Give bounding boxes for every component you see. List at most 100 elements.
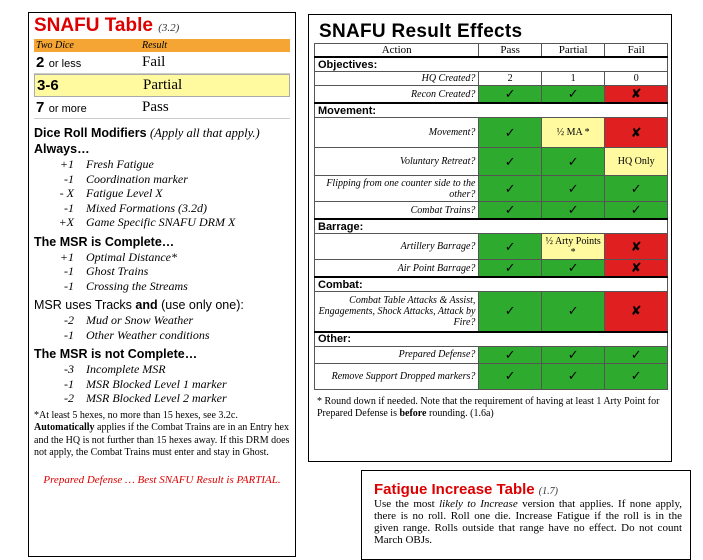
table-row: 3-6 Partial (34, 74, 290, 97)
result-cell: ✓ (478, 259, 542, 278)
list-item: -1 MSR Blocked Level 1 marker (34, 377, 290, 392)
modifier-label: MSR Blocked Level 1 marker (86, 376, 227, 391)
modifier-value: -1 (64, 171, 74, 186)
table-row: Remove Support Dropped markers? ✓ ✓ ✓ (313, 362, 668, 390)
dice-result: Partial (143, 77, 183, 93)
action-label: Combat Trains? (313, 201, 480, 220)
col-fail: Fail (604, 43, 668, 58)
list-item: -1 Other Weather conditions (34, 328, 290, 343)
section-label: Other: (314, 330, 668, 347)
modifier-value: -1 (64, 278, 74, 293)
snafu-table-panel: SNAFU Table (3.2) Two Dice Result 2 or le… (28, 12, 296, 557)
list-item: -1 Crossing the Streams (34, 279, 290, 294)
list-item: +X Game Specific SNAFU DRM X (34, 215, 290, 230)
section-row: Objectives: (314, 56, 668, 72)
modifier-value: -1 (64, 376, 74, 391)
modifier-value: -1 (64, 327, 74, 342)
action-label: Artillery Barrage? (313, 233, 480, 260)
list-item: -1 Ghost Trains (34, 264, 290, 279)
complete-modifiers: +1 Optimal Distance* -1 Ghost Trains -1 Cross… (34, 250, 290, 294)
fatigue-table-panel: Fatigue Increase Table (1.7) Use the mos… (361, 470, 691, 560)
footnote-distance: *At least 5 hexes, no more than 15 hexes… (34, 409, 238, 421)
table-row: Prepared Defense? ✓ ✓ ✓ (313, 345, 668, 364)
result-cell: ✓ (478, 291, 542, 332)
table-row: Combat Table Attacks & Assist, Engagemen… (313, 291, 668, 332)
result-cell: ✓ (478, 345, 542, 364)
msr-incomplete-label: The MSR is not Complete… (34, 347, 198, 361)
modifier-label: Mud or Snow Weather (86, 313, 194, 327)
fatigue-table-title: Fatigue Increase Table (1.7) (374, 481, 558, 498)
table-row: Air Point Barrage? ✓ ✓ ✘ (313, 259, 668, 278)
dice-value: 2 or less (36, 54, 82, 71)
modifier-label: Fresh Fatigue (86, 157, 154, 171)
result-cell: ✓ (540, 147, 606, 176)
result-cell: ✓ (604, 175, 668, 202)
action-label: Voluntary Retreat? (313, 147, 480, 176)
table-row: 7 or more Pass (34, 97, 290, 119)
dice-table-header: Two Dice Result (34, 39, 290, 52)
result-effects-title: SNAFU Result Effects (319, 21, 523, 42)
modifier-value: -1 (64, 264, 74, 278)
modifier-label: Mixed Formations (3.2d) (86, 200, 207, 215)
section-label: Objectives: (314, 56, 668, 72)
result-cell: ✓ (478, 85, 542, 104)
tracks-modifiers: -2 Mud or Snow Weather -1 Other Weather con… (34, 313, 290, 342)
action-label: Recon Created? (313, 85, 480, 104)
table-row: Combat Trains? ✓ ✓ ✓ (313, 201, 668, 220)
modifier-value: +1 (59, 249, 74, 264)
modifier-value: -2 (64, 313, 74, 327)
result-cell: ✓ (478, 147, 542, 176)
snafu-table-title: SNAFU Table (3.2) (34, 15, 180, 36)
always-modifiers: +1 Fresh Fatigue -1 Coordination marker - X F… (34, 157, 290, 230)
table-row: Artillery Barrage? ✓ ½ Arty Points * ✘ (313, 233, 668, 260)
table-row: Recon Created? ✓ ✓ ✘ (313, 85, 668, 104)
dice-result: Fail (142, 54, 166, 70)
modifier-label: Optimal Distance* (86, 249, 177, 264)
list-item: -1 Mixed Formations (3.2d) (34, 201, 290, 216)
result-cell: ½ MA * (540, 117, 606, 148)
result-cell: ✓ (540, 201, 606, 220)
result-cell: HQ Only (604, 147, 668, 176)
section-row: Other: (314, 330, 668, 347)
section-label: Barrage: (314, 218, 668, 234)
result-cell: ✓ (604, 362, 668, 390)
list-item: -2 MSR Blocked Level 2 marker (34, 391, 290, 406)
col-pass: Pass (478, 43, 542, 58)
fatigue-table-body: Use the most likely to Increase version … (374, 498, 682, 546)
list-item: -3 Incomplete MSR (34, 362, 290, 377)
result-cell: ✘ (604, 291, 668, 332)
result-cell: ✓ (478, 362, 542, 390)
table-row: 2 or less Fail (34, 52, 290, 74)
result-cell: ✓ (540, 259, 606, 278)
dice-table: 2 or less Fail 3-6 Partial 7 or more Pass (34, 52, 290, 119)
result-cell: ½ Arty Points * (540, 233, 606, 260)
action-label: Prepared Defense? (313, 345, 480, 364)
list-item: -2 Mud or Snow Weather (34, 313, 290, 328)
modifier-value: -1 (64, 200, 74, 215)
result-cell: ✓ (478, 233, 542, 260)
section-row: Movement: (314, 102, 668, 118)
drm-heading: Dice Roll Modifiers (Apply all that appl… (34, 126, 260, 140)
msr-complete-label: The MSR is Complete… (34, 234, 175, 249)
action-label: Movement? (313, 117, 480, 148)
result-cell: ✓ (478, 201, 542, 220)
modifier-label: Incomplete MSR (86, 362, 166, 376)
modifier-label: Coordination marker (86, 171, 188, 186)
table-row: Voluntary Retreat? ✓ ✓ HQ Only (313, 147, 668, 176)
dice-value: 7 or more (36, 99, 87, 116)
modifier-label: Game Specific SNAFU DRM X (86, 215, 236, 229)
result-cell: 2 (478, 71, 542, 86)
result-cell: ✘ (604, 259, 668, 278)
modifier-value: +1 (59, 157, 74, 171)
table-row: Flipping from one counter side to the ot… (313, 175, 668, 202)
result-effects-table: Action Pass Partial Fail Objectives: HQ C… (313, 43, 668, 390)
result-cell: ✓ (604, 201, 668, 220)
section-row: Barrage: (314, 218, 668, 234)
result-cell: ✓ (478, 117, 542, 148)
modifier-value: -3 (64, 362, 74, 376)
modifier-label: Ghost Trains (86, 264, 149, 278)
footnote-automatic: Automatically applies if the Combat Trai… (34, 422, 290, 458)
section-label: Combat: (314, 276, 668, 292)
table-row: Movement? ✓ ½ MA * ✘ (313, 117, 668, 148)
modifier-value: - X (59, 186, 74, 200)
